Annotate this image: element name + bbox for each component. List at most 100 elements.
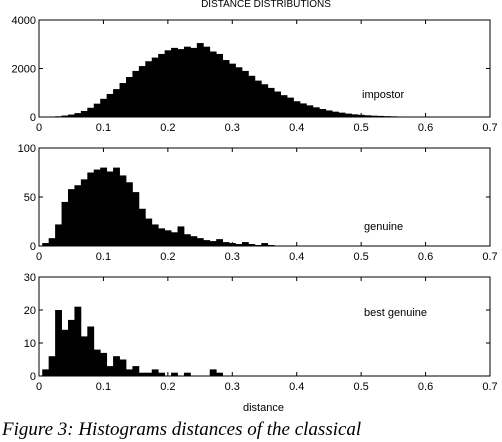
panel-1-bar — [203, 46, 211, 117]
panel-1-bar — [299, 103, 307, 117]
panel-2-x-tick-label: 0.7 — [482, 251, 497, 263]
panel-1-bar — [164, 50, 172, 118]
panel-3-bar — [48, 356, 56, 376]
panel-1-bar — [177, 49, 185, 117]
panel-2-bar — [177, 226, 185, 246]
panel-2-bar — [106, 171, 114, 246]
panel-3-bar — [80, 336, 88, 376]
panel-1-x-tick-label: 0.7 — [482, 122, 497, 134]
panel-3-bar — [119, 359, 127, 376]
panel-3-x-tick-label: 0.6 — [418, 381, 433, 393]
panel-2-bar — [145, 218, 153, 246]
panel-1-x-tick-label: 0 — [36, 122, 42, 134]
panel-3-bar — [42, 369, 50, 376]
panel-1-bar — [132, 70, 140, 117]
panel-1-bar — [235, 67, 243, 117]
panel-2-bar — [209, 241, 217, 246]
panel-1-x-tick-label: 0.4 — [289, 122, 304, 134]
panel-3-bar — [171, 372, 178, 376]
panel-1-bar — [248, 75, 256, 117]
panel-1-y-tick-label: 2000 — [12, 64, 36, 76]
panel-2-bar — [125, 182, 133, 246]
panel-2-annotation: genuine — [364, 221, 403, 233]
panel-3-bar — [113, 356, 120, 376]
panel-1-bar — [364, 115, 372, 117]
panel-2-y-tick-label: 50 — [24, 192, 36, 204]
panel-3-bar — [132, 366, 140, 376]
panel-3-bar — [67, 319, 75, 376]
panel-2-bar — [222, 242, 230, 246]
panel-2-bar — [80, 179, 88, 246]
panel-1-bar — [80, 110, 88, 117]
panel-3-x-tick-label: 0.2 — [160, 381, 175, 393]
panel-2-bar — [132, 192, 140, 246]
panel-2-bar — [241, 242, 249, 246]
panel-1-bar — [345, 113, 352, 117]
x-axis-label: distance — [243, 402, 284, 414]
panel-2-bar — [138, 208, 146, 246]
panel-1-bar — [241, 70, 249, 117]
panel-1-bar — [216, 53, 224, 117]
panel-1-y-tick-label: 4000 — [12, 15, 36, 27]
panel-3-bar — [74, 306, 82, 376]
panel-1-bar — [183, 46, 191, 117]
panel-1-bar — [338, 112, 346, 117]
panel-2-bar — [248, 244, 256, 246]
panel-1-x-tick-label: 0.5 — [353, 122, 368, 134]
panel-3-bar — [138, 372, 146, 376]
panel-1-bar — [119, 83, 127, 117]
panel-1-bar — [222, 60, 230, 117]
panel-1-bar — [151, 57, 159, 117]
panel-1-bar — [61, 115, 69, 117]
panel-3-bar — [61, 329, 69, 376]
panel-3-bar — [145, 372, 153, 376]
panel-1-bar — [229, 63, 236, 117]
panel-2-bar — [183, 234, 191, 246]
panel-3-bar — [209, 369, 217, 376]
panel-2-bar — [74, 185, 82, 246]
panel-2-bar — [151, 224, 159, 246]
panel-2-bar — [171, 232, 178, 246]
figure-caption: Figure 3: Histograms distances of the cl… — [2, 419, 362, 440]
panel-2-bar — [67, 189, 75, 246]
panel-1-bar — [293, 101, 301, 117]
panel-1-bar — [254, 80, 262, 118]
panel-2-bar — [119, 175, 127, 246]
panel-3-annotation: best genuine — [364, 307, 427, 319]
panel-1-y-tick-label: 0 — [30, 112, 36, 124]
panel-3-x-tick-label: 0.5 — [353, 381, 368, 393]
panel-1-bar — [351, 114, 359, 117]
panel-2-y-tick-label: 100 — [18, 143, 36, 155]
panel-3-bar — [151, 369, 159, 376]
panel-3-y-tick-label: 30 — [24, 272, 36, 284]
panel-1-bar — [274, 91, 281, 117]
panel-1-bar — [196, 43, 204, 117]
panel-3-bar — [158, 372, 166, 376]
panel-3-x-tick-label: 0.1 — [96, 381, 111, 393]
panel-3-x-tick-label: 0 — [36, 381, 42, 393]
panel-2-x-tick-label: 0.2 — [160, 251, 175, 263]
panel-2-bar — [261, 243, 269, 246]
panel-1-x-tick-label: 0.1 — [96, 122, 111, 134]
panel-1-bar — [93, 103, 101, 117]
panel-1-bar — [370, 115, 378, 117]
panel-1-annotation: impostor — [362, 89, 405, 101]
panel-2-bar — [190, 236, 198, 246]
panel-3-bar — [93, 349, 101, 376]
panel-3-bar — [216, 372, 224, 376]
figure-title: DISTANCE DISTRIBUTIONS — [201, 0, 331, 10]
panel-2-x-tick-label: 0.1 — [96, 251, 111, 263]
panel-3-bar — [100, 352, 108, 376]
panel-3-x-tick-label: 0.4 — [289, 381, 304, 393]
panel-2-bar — [235, 244, 243, 246]
panel-2-bar — [216, 239, 224, 246]
panel-1-bar — [332, 111, 339, 117]
panel-1-bar — [325, 110, 333, 117]
panel-1-x-tick-label: 0.3 — [225, 122, 240, 134]
panel-2-bar — [158, 228, 166, 246]
panel-2-x-tick-label: 0.3 — [225, 251, 240, 263]
panel-2-x-tick-label: 0 — [36, 251, 42, 263]
panel-1-bar — [67, 114, 75, 117]
panel-1-bar — [377, 115, 385, 117]
